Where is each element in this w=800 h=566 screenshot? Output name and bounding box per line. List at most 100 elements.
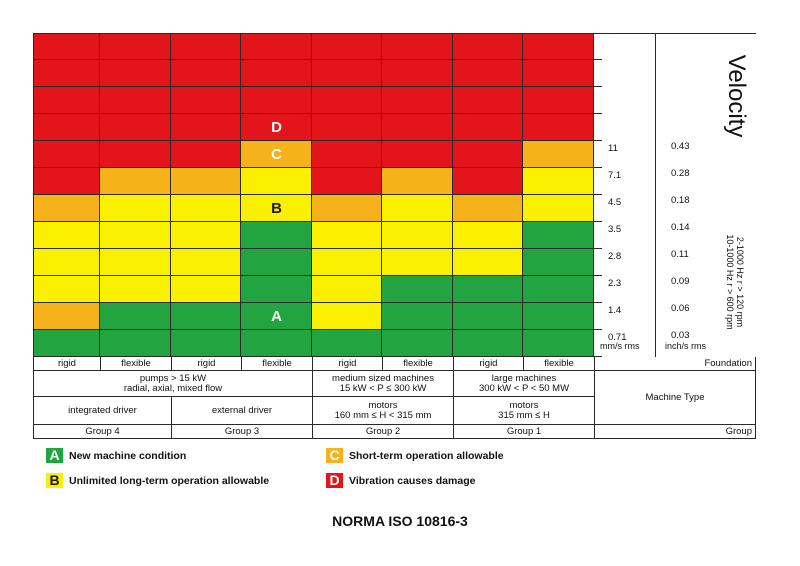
zone-cell-d (171, 33, 241, 60)
zone-cell-d (382, 87, 453, 114)
zone-cell-b (171, 249, 241, 276)
zone-cell-b (33, 276, 100, 303)
scale-tick (594, 221, 602, 222)
zone-cell-b (312, 249, 382, 276)
zone-cell-c (523, 141, 594, 168)
zone-cell-d (100, 60, 171, 87)
zone-cell-a (382, 303, 453, 330)
zone-cell-a (171, 303, 241, 330)
foundation-flexible: flexible (523, 357, 594, 371)
scale-tick (594, 248, 602, 249)
zone-cell-d (523, 33, 594, 60)
scale-tick (594, 329, 602, 330)
zone-cell-a (312, 330, 382, 357)
group-1: Group 1 (453, 425, 594, 439)
zone-cell-d (453, 87, 523, 114)
machine-type-label-cell: Machine Type (594, 371, 756, 425)
zone-cell-a (241, 222, 312, 249)
zone-cell-d (453, 33, 523, 60)
machine-type-pumps: pumps > 15 kW radial, axial, mixed flow (33, 371, 312, 397)
legend-swatch-b: B (46, 473, 63, 488)
zone-cell-b (382, 195, 453, 222)
zone-cell-d (312, 114, 382, 141)
zone-cell-b (100, 276, 171, 303)
zone-cell-d (312, 87, 382, 114)
scale-tick (594, 113, 602, 114)
machine-type-row: pumps > 15 kW radial, axial, mixed flow … (33, 371, 756, 425)
zone-cell-d (171, 114, 241, 141)
driver-row: integrated driver external driver motors… (33, 397, 756, 425)
scale-tick (594, 86, 602, 87)
foundation-flexible: flexible (241, 357, 312, 371)
tick-label-inch: 0.03 (671, 330, 690, 341)
tick-label-mm: 2.8 (608, 251, 622, 262)
zone-cell-b (523, 168, 594, 195)
tick-label-mm: 3.5 (608, 224, 622, 235)
scale-divider (655, 33, 656, 357)
zone-cell-a (523, 276, 594, 303)
machine-type-large: large machines 300 kW < P < 50 MW (453, 371, 594, 397)
foundation-row: rigid flexible rigid flexible rigid flexible r… (33, 357, 756, 371)
zone-cell-a (100, 330, 171, 357)
zone-cell-d (100, 141, 171, 168)
scale-tick (594, 275, 602, 276)
zone-cell-d (33, 168, 100, 195)
zone-cell-d (241, 87, 312, 114)
classification-table: rigid flexible rigid flexible rigid flexible r… (33, 357, 756, 439)
zone-cell-b (33, 222, 100, 249)
tick-label-mm: 1.4 (608, 305, 622, 316)
zone-cell-d (523, 60, 594, 87)
legend-text-d: Vibration causes damage (349, 474, 476, 487)
scale-tick (594, 194, 602, 195)
unit-inch: inch/s rms (665, 341, 707, 351)
zone-cell-a (453, 303, 523, 330)
zone-cell-a (241, 276, 312, 303)
tick-label-inch: 0.11 (671, 249, 689, 260)
zone-cell-c (171, 168, 241, 195)
legend-text-b: Unlimited long-term operation allowable (69, 474, 270, 487)
zone-cell-d (100, 114, 171, 141)
zone-cell-d (171, 87, 241, 114)
unit-mm: mm/s rms (600, 341, 640, 351)
freq-note-2: 2-1000 Hz r > 120 rpm (735, 236, 745, 328)
foundation-rigid: rigid (453, 357, 523, 371)
group-3: Group 3 (171, 425, 312, 439)
zone-cell-b (382, 249, 453, 276)
legend-text-a: New machine condition (69, 449, 187, 462)
zone-cell-a (453, 276, 523, 303)
group-label-cell: Group (594, 425, 756, 439)
tick-label-inch: 0.28 (671, 168, 690, 179)
scale-tick (594, 356, 602, 357)
zone-cell-b (382, 222, 453, 249)
zone-label-b: B (271, 200, 282, 217)
zone-cell-a (171, 330, 241, 357)
zone-cell-d (453, 168, 523, 195)
foundation-rigid: rigid (171, 357, 241, 371)
zone-label-d: D (271, 119, 282, 136)
tick-label-mm: 11 (608, 143, 618, 154)
driver-motors-medium: motors 160 mm ≤ H < 315 mm (312, 397, 453, 425)
legend-item-c: C Short-term operation allowable (326, 448, 504, 463)
zone-label-c: C (271, 146, 282, 163)
zone-cell-b (312, 303, 382, 330)
zone-cell-a (523, 222, 594, 249)
zone-cell-d (382, 60, 453, 87)
zone-cell-c (241, 141, 312, 168)
zone-cell-b (241, 195, 312, 222)
zone-cell-a (100, 303, 171, 330)
zone-cell-d (33, 60, 100, 87)
zone-cell-d (453, 60, 523, 87)
footer-title: NORMA ISO 10816-3 (332, 513, 468, 529)
zone-cell-d (33, 87, 100, 114)
group-row: Group 4 Group 3 Group 2 Group 1 Group (33, 425, 756, 439)
legend-swatch-c: C (326, 448, 343, 463)
zone-cell-c (100, 168, 171, 195)
zone-cell-b (171, 222, 241, 249)
group-2: Group 2 (312, 425, 453, 439)
foundation-rigid: rigid (312, 357, 382, 371)
scale-top-line (594, 33, 756, 34)
zone-cell-d (241, 60, 312, 87)
zone-cell-d (382, 141, 453, 168)
scale-tick (594, 302, 602, 303)
zone-cell-d (33, 141, 100, 168)
